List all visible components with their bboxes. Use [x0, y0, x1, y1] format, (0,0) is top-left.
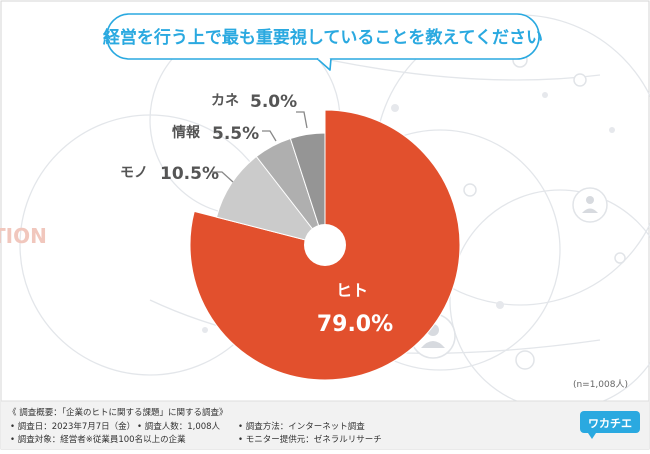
- background-person-icon: [421, 196, 598, 348]
- background-word: TION: [0, 224, 47, 248]
- slice-label-mono: モノ: [120, 165, 148, 181]
- survey-provider: • モニター提供元：ゼネラルリサーチ: [238, 434, 382, 445]
- logo-tail: [588, 433, 596, 439]
- footer-band: [1, 401, 649, 449]
- survey-overview: 《 調査概要：「企業のヒトに関する課題」に関する調査》 • 調査日：2023年7…: [8, 407, 382, 445]
- slice-label-hito: ヒト: [336, 281, 368, 300]
- question-bubble-tail-mask: [318, 55, 330, 60]
- leader-line-kane: [296, 111, 308, 129]
- logo-text: ワカチエ: [588, 417, 632, 430]
- survey-target: • 調査対象：経営者※従業員100名以上の企業: [10, 434, 186, 445]
- survey-method: • 調査方法：インターネット調査: [238, 421, 365, 432]
- slice-label-jouhou: 情報: [172, 124, 201, 141]
- slice-value-hito: 79.0%: [317, 312, 393, 337]
- survey-count: • 調査人数：1,008人: [137, 421, 221, 432]
- slice-value-jouhou: 5.5%: [212, 124, 259, 144]
- slice-labels: ヒト 79.0% モノ 10.5% 情報 5.5% カネ 5.0%: [120, 92, 393, 337]
- leader-lines: [212, 111, 308, 183]
- slice-value-kane: 5.0%: [250, 92, 297, 112]
- pie-slice-kane: [289, 132, 326, 246]
- donut-hole: [304, 224, 346, 266]
- pie-slice-mono: [215, 155, 327, 246]
- wakachie-logo: ワカチエ: [580, 411, 640, 439]
- question-bubble-tail: [316, 57, 332, 71]
- logo-badge: [580, 411, 640, 433]
- survey-summary: 《 調査概要：「企業のヒトに関する課題」に関する調査》: [8, 407, 227, 418]
- sample-size-note: (n=1,008人): [573, 379, 628, 390]
- leader-line-mono: [212, 171, 234, 183]
- survey-date: • 調査日：2023年7月7日（金）: [10, 421, 135, 432]
- slice-value-mono: 10.5%: [160, 164, 219, 184]
- question-text: 経営を行う上で最も重要視していることを教えてください: [103, 27, 543, 48]
- leader-line-jouhou: [262, 130, 277, 142]
- question-bubble: 経営を行う上で最も重要視していることを教えてください: [103, 13, 543, 71]
- slice-label-kane: カネ: [211, 93, 239, 109]
